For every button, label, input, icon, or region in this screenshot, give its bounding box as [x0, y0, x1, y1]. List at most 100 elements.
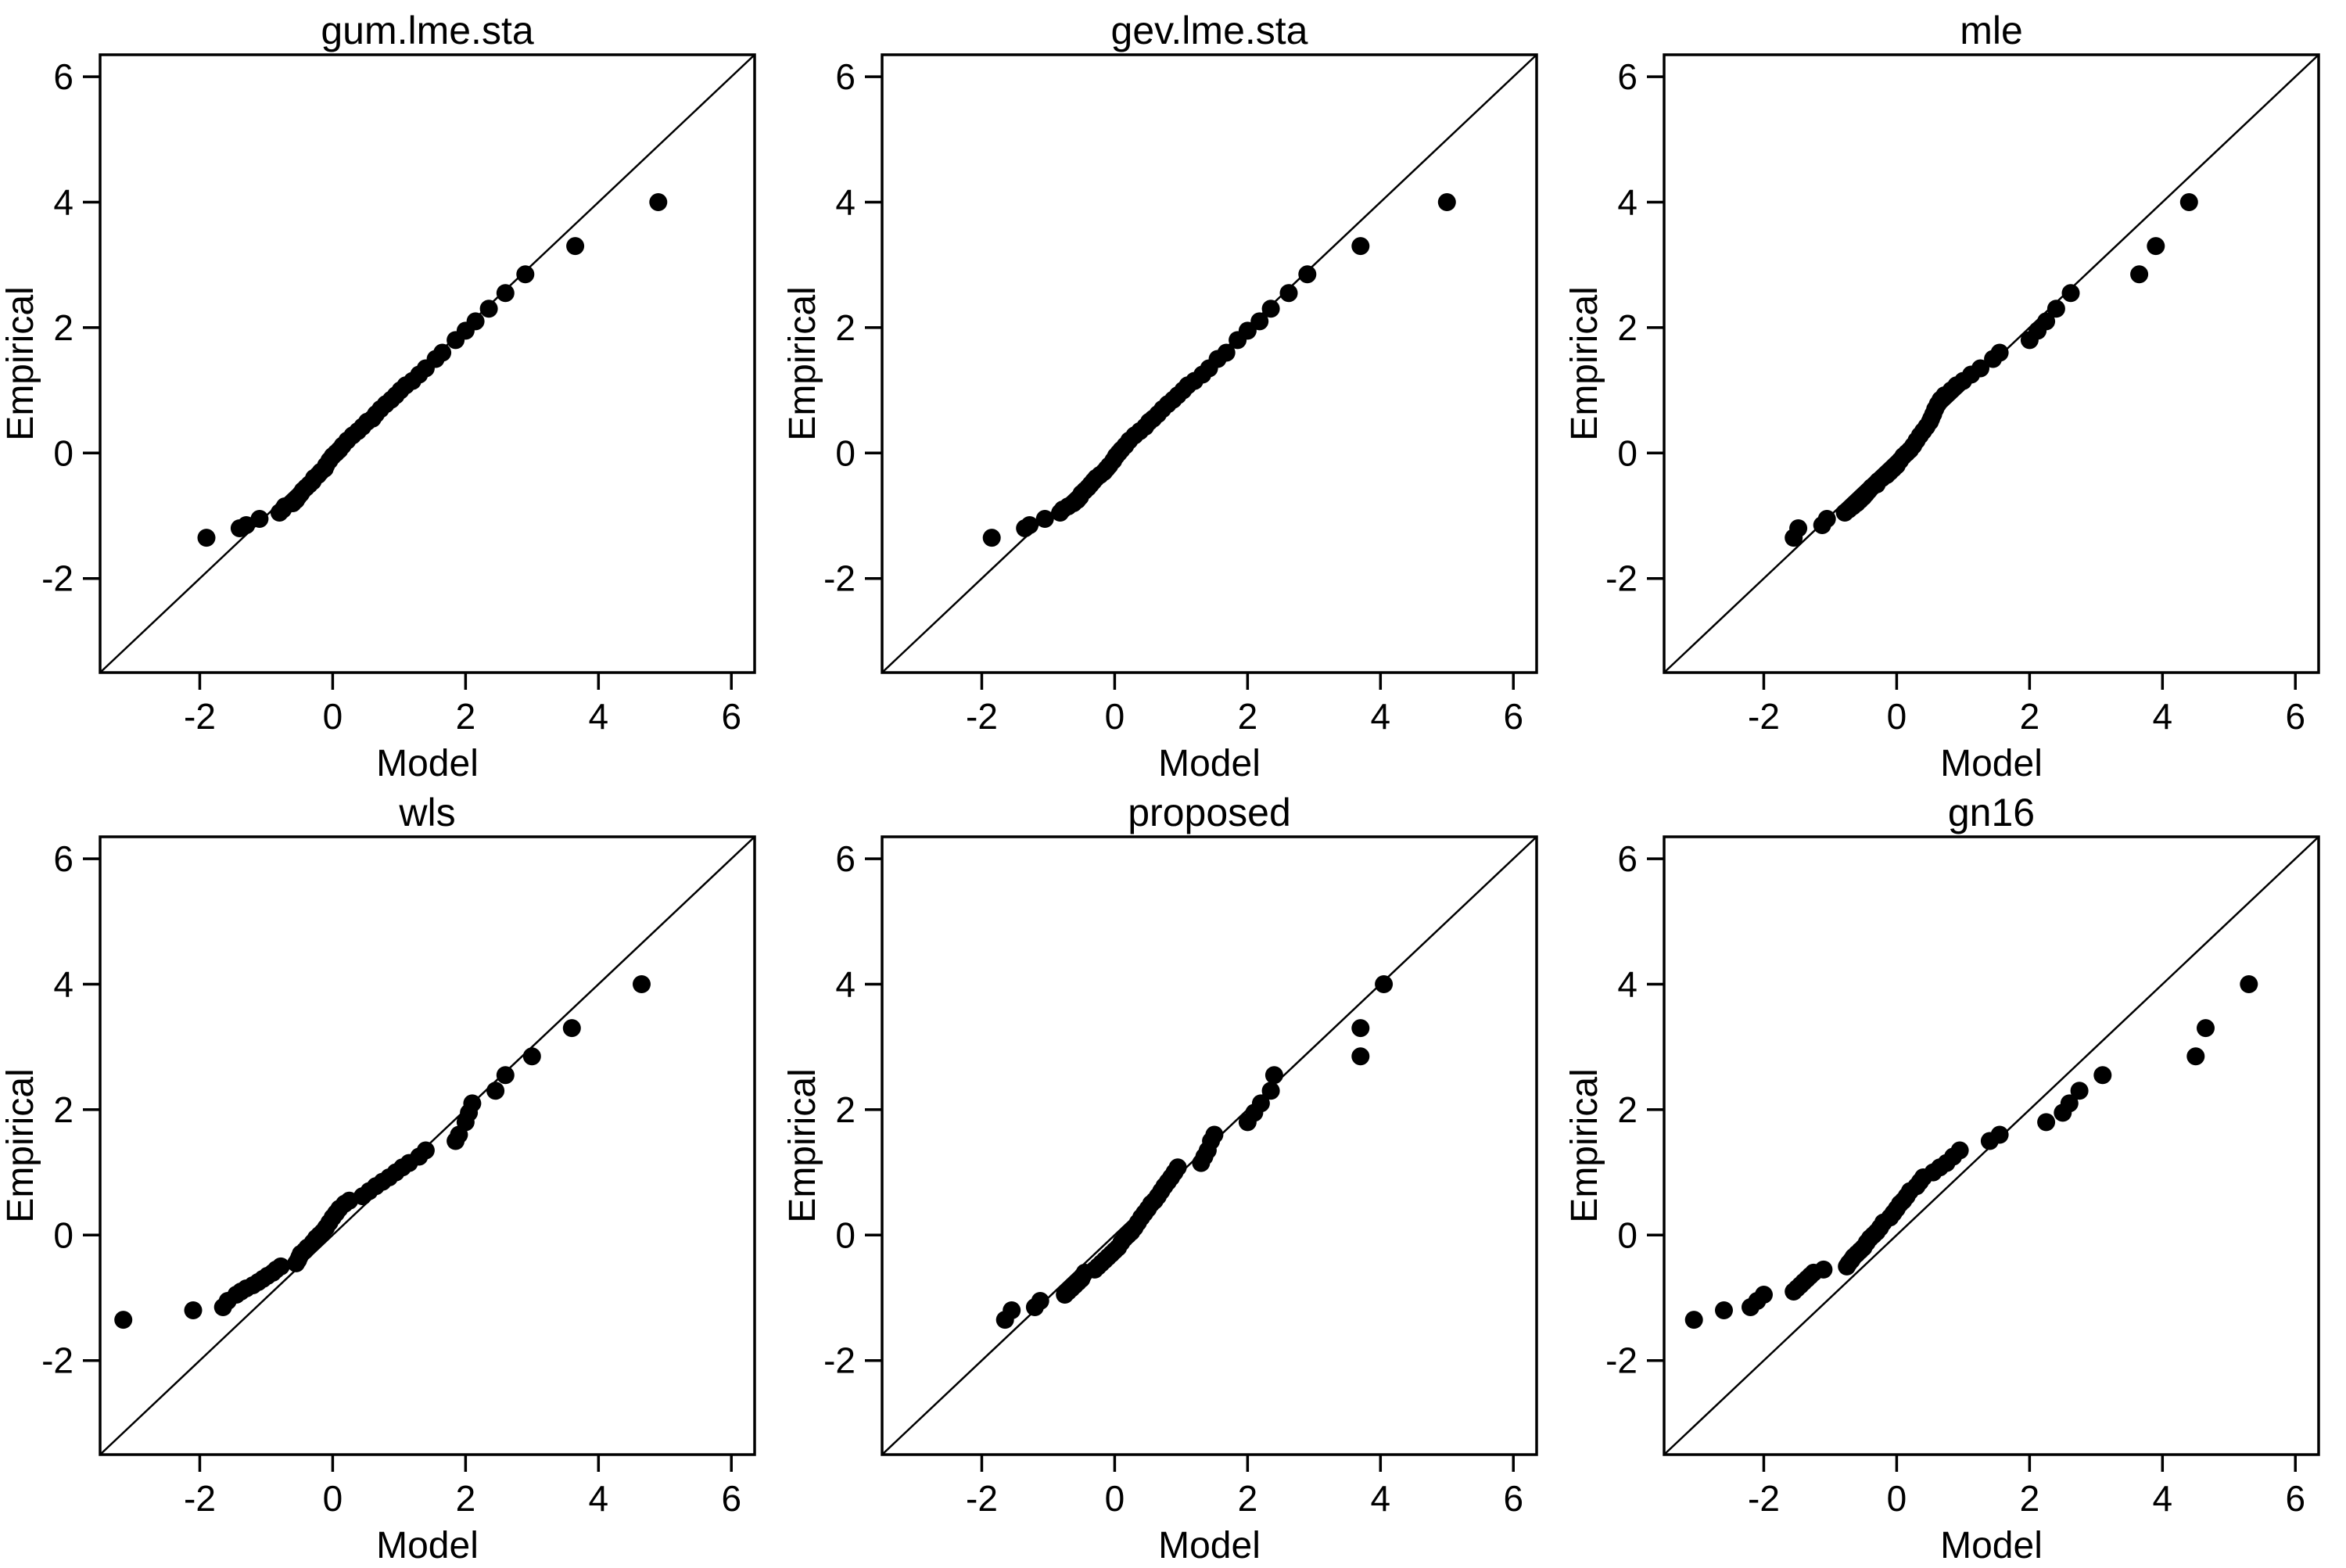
x-tick-label: 6	[721, 1478, 741, 1519]
y-tick-label: 2	[1617, 1089, 1638, 1130]
data-point	[466, 312, 485, 331]
x-axis-label: Model	[1158, 1525, 1261, 1564]
y-tick-label: 4	[53, 963, 74, 1004]
panel-title: proposed	[1128, 791, 1291, 834]
x-tick-label: 4	[589, 696, 609, 737]
x-tick-label: 0	[1105, 1478, 1125, 1519]
x-tick-label: -2	[966, 696, 998, 737]
qq-panel-proposed: proposed -2 0 2 4 6 -2 0 2 4 6 Model Empirical	[782, 782, 1564, 1566]
data-point	[2037, 312, 2056, 331]
data-point	[479, 300, 498, 318]
data-point	[114, 1311, 133, 1329]
y-tick-label: 6	[53, 56, 74, 97]
qq-panel-gev.lme.sta: gev.lme.sta -2 0 2 4 6 -2 0 2 4 6 Model Empirical	[782, 0, 1564, 784]
y-axis-label: Empirical	[782, 286, 823, 440]
data-point	[1021, 516, 1039, 534]
x-axis-label: Model	[376, 743, 479, 782]
x-axis-label: Model	[1940, 1525, 2043, 1564]
x-tick-label: 0	[1887, 1478, 1907, 1519]
data-point	[982, 529, 1001, 547]
data-point	[1755, 1286, 1773, 1304]
data-point	[197, 529, 216, 547]
data-point	[516, 265, 535, 284]
data-point	[1789, 519, 1808, 537]
data-point	[433, 343, 452, 362]
data-point	[566, 237, 585, 256]
data-point	[1351, 1047, 1370, 1066]
y-tick-label: -2	[823, 558, 856, 599]
data-point	[1351, 237, 1370, 256]
data-point	[1250, 312, 1269, 331]
data-point	[2060, 1094, 2079, 1113]
panel-title: wls	[398, 791, 455, 834]
data-point	[1375, 975, 1394, 993]
y-tick-label: 6	[53, 838, 74, 879]
x-axis-label: Model	[376, 1525, 479, 1564]
y-tick-label: 0	[835, 432, 856, 473]
x-tick-label: 6	[1503, 696, 1523, 737]
x-tick-label: 2	[1238, 1478, 1258, 1519]
plot-box	[99, 835, 756, 1456]
data-point	[496, 284, 515, 303]
x-tick-label: 6	[2285, 696, 2305, 737]
data-point	[416, 1141, 435, 1160]
y-tick-label: 4	[835, 181, 856, 222]
data-point	[1003, 1301, 1021, 1319]
x-tick-label: 6	[721, 696, 741, 737]
x-tick-label: -2	[184, 696, 216, 737]
qq-plot-svg-gum.lme.sta: gum.lme.sta -2 0 2 4 6 -2 0 2 4 6 Model Empirical	[0, 9, 756, 784]
panel-title: gev.lme.sta	[1111, 9, 1308, 52]
data-point	[184, 1301, 203, 1319]
y-tick-label: 6	[835, 838, 856, 879]
qq-panel-mle: mle -2 0 2 4 6 -2 0 2 4 6 Model Empirical	[1564, 0, 2346, 784]
x-tick-label: 0	[323, 696, 343, 737]
data-point	[2061, 284, 2080, 303]
data-point	[486, 1082, 505, 1100]
data-point	[1261, 300, 1280, 318]
x-tick-label: 2	[2020, 696, 2040, 737]
data-point	[1251, 1094, 1270, 1113]
data-point	[496, 1066, 515, 1085]
y-tick-label: 6	[835, 56, 856, 97]
plot-box	[1663, 835, 2320, 1456]
panel-title: mle	[1960, 9, 2023, 52]
data-point	[1168, 1158, 1187, 1177]
x-tick-label: -2	[184, 1478, 216, 1519]
qq-panel-wls: wls -2 0 2 4 6 -2 0 2 4 6 Model Empirical	[0, 782, 782, 1566]
y-tick-label: 0	[53, 1215, 74, 1255]
y-tick-label: -2	[1605, 558, 1638, 599]
y-tick-label: -2	[1605, 1340, 1638, 1381]
y-axis-label: Empirical	[0, 1068, 41, 1222]
x-tick-label: 0	[1105, 696, 1125, 737]
y-tick-label: 6	[1617, 838, 1638, 879]
x-tick-label: 2	[456, 1478, 476, 1519]
y-axis-label: Empirical	[1564, 1068, 1605, 1222]
y-tick-label: 0	[53, 432, 74, 473]
y-tick-label: 2	[1617, 307, 1638, 348]
x-axis-label: Model	[1940, 743, 2043, 782]
data-point	[2130, 265, 2149, 284]
data-point	[633, 975, 651, 993]
data-point	[1031, 1292, 1049, 1310]
data-point	[2197, 1019, 2215, 1038]
data-point	[1351, 1019, 1370, 1038]
data-point	[250, 510, 269, 528]
data-point	[1264, 1066, 1283, 1085]
panel-title: gum.lme.sta	[321, 9, 534, 52]
x-tick-label: 4	[2153, 696, 2173, 737]
data-point	[1990, 343, 2009, 362]
x-axis-label: Model	[1158, 743, 1261, 782]
x-tick-label: -2	[966, 1478, 998, 1519]
qq-plot-svg-gn16: gn16 -2 0 2 4 6 -2 0 2 4 6 Model Empirical	[1564, 791, 2320, 1566]
x-tick-label: 4	[589, 1478, 609, 1519]
data-point	[1950, 1141, 1969, 1160]
data-point	[1971, 359, 1989, 378]
x-tick-label: 2	[456, 696, 476, 737]
y-tick-label: 2	[835, 1089, 856, 1130]
x-tick-label: -2	[1748, 1478, 1780, 1519]
data-point	[649, 193, 668, 211]
x-tick-label: 6	[2285, 1478, 2305, 1519]
y-tick-label: 0	[1617, 432, 1638, 473]
x-tick-label: 2	[1238, 696, 1258, 737]
